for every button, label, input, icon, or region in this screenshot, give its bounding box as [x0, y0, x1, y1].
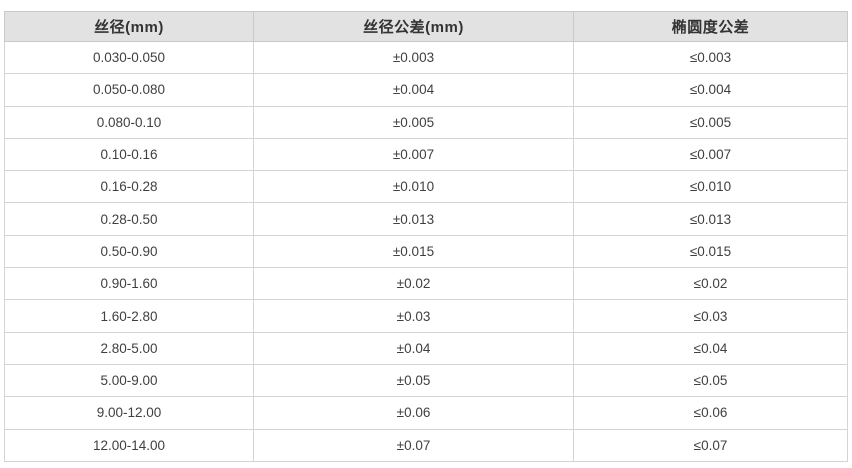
table-cell: ±0.07 [253, 428, 574, 462]
table-cell: 2.80-5.00 [4, 331, 254, 365]
table-cell: 0.50-0.90 [4, 234, 254, 269]
table-row: 0.050-0.080 ±0.004 ≤0.004 [4, 73, 848, 107]
col-header-ovality-tolerance: 椭圆度公差 [573, 11, 848, 42]
spec-table-container: 丝径(mm) 丝径公差(mm) 椭圆度公差 0.030-0.050 ±0.003 ≤… [4, 11, 848, 462]
table-row: 0.50-0.90 ±0.015 ≤0.015 [4, 234, 848, 269]
table-cell: ±0.010 [253, 170, 574, 204]
table-cell: 0.16-0.28 [4, 170, 254, 204]
table-cell: ≤0.005 [573, 105, 848, 139]
table-cell: ±0.013 [253, 202, 574, 236]
table-row: 9.00-12.00 ±0.06 ≤0.06 [4, 396, 848, 430]
table-cell: ±0.02 [253, 267, 574, 301]
table-cell: ≤0.02 [573, 267, 848, 301]
table-cell: ≤0.03 [573, 299, 848, 333]
table-cell: 1.60-2.80 [4, 299, 254, 333]
table-cell: ≤0.06 [573, 396, 848, 430]
table-cell: ±0.007 [253, 137, 574, 172]
table-cell: 0.050-0.080 [4, 73, 254, 107]
table-cell: ≤0.05 [573, 363, 848, 398]
header-row: 丝径(mm) 丝径公差(mm) 椭圆度公差 [4, 11, 848, 42]
table-row: 0.10-0.16 ±0.007 ≤0.007 [4, 137, 848, 172]
table-cell: ≤0.015 [573, 234, 848, 269]
table-cell: ±0.005 [253, 105, 574, 139]
table-cell: ±0.05 [253, 363, 574, 398]
table-cell: ±0.06 [253, 396, 574, 430]
table-cell: ±0.003 [253, 40, 574, 75]
table-cell: 0.080-0.10 [4, 105, 254, 139]
table-row: 5.00-9.00 ±0.05 ≤0.05 [4, 363, 848, 398]
table-cell: 0.10-0.16 [4, 137, 254, 172]
table-cell: ≤0.07 [573, 428, 848, 462]
table-cell: 9.00-12.00 [4, 396, 254, 430]
spec-table: 丝径(mm) 丝径公差(mm) 椭圆度公差 0.030-0.050 ±0.003 ≤… [4, 11, 848, 462]
table-row: 2.80-5.00 ±0.04 ≤0.04 [4, 331, 848, 365]
table-cell: ≤0.04 [573, 331, 848, 365]
table-row: 0.030-0.050 ±0.003 ≤0.003 [4, 40, 848, 75]
table-cell: ≤0.004 [573, 73, 848, 107]
table-row: 12.00-14.00 ±0.07 ≤0.07 [4, 428, 848, 462]
table-cell: 12.00-14.00 [4, 428, 254, 462]
table-row: 0.28-0.50 ±0.013 ≤0.013 [4, 202, 848, 236]
table-cell: ±0.015 [253, 234, 574, 269]
table-row: 0.080-0.10 ±0.005 ≤0.005 [4, 105, 848, 139]
table-cell: ±0.004 [253, 73, 574, 107]
col-header-diameter-tolerance: 丝径公差(mm) [253, 11, 574, 42]
table-body: 0.030-0.050 ±0.003 ≤0.003 0.050-0.080 ±0.004… [4, 40, 848, 462]
col-header-wire-diameter: 丝径(mm) [4, 11, 254, 42]
table-cell: 0.030-0.050 [4, 40, 254, 75]
table-cell: 5.00-9.00 [4, 363, 254, 398]
table-cell: 0.28-0.50 [4, 202, 254, 236]
table-cell: ≤0.010 [573, 170, 848, 204]
table-cell: ≤0.013 [573, 202, 848, 236]
table-row: 0.90-1.60 ±0.02 ≤0.02 [4, 267, 848, 301]
table-cell: ±0.04 [253, 331, 574, 365]
table-cell: ≤0.003 [573, 40, 848, 75]
table-cell: ±0.03 [253, 299, 574, 333]
table-row: 0.16-0.28 ±0.010 ≤0.010 [4, 170, 848, 204]
table-cell: 0.90-1.60 [4, 267, 254, 301]
table-cell: ≤0.007 [573, 137, 848, 172]
table-row: 1.60-2.80 ±0.03 ≤0.03 [4, 299, 848, 333]
